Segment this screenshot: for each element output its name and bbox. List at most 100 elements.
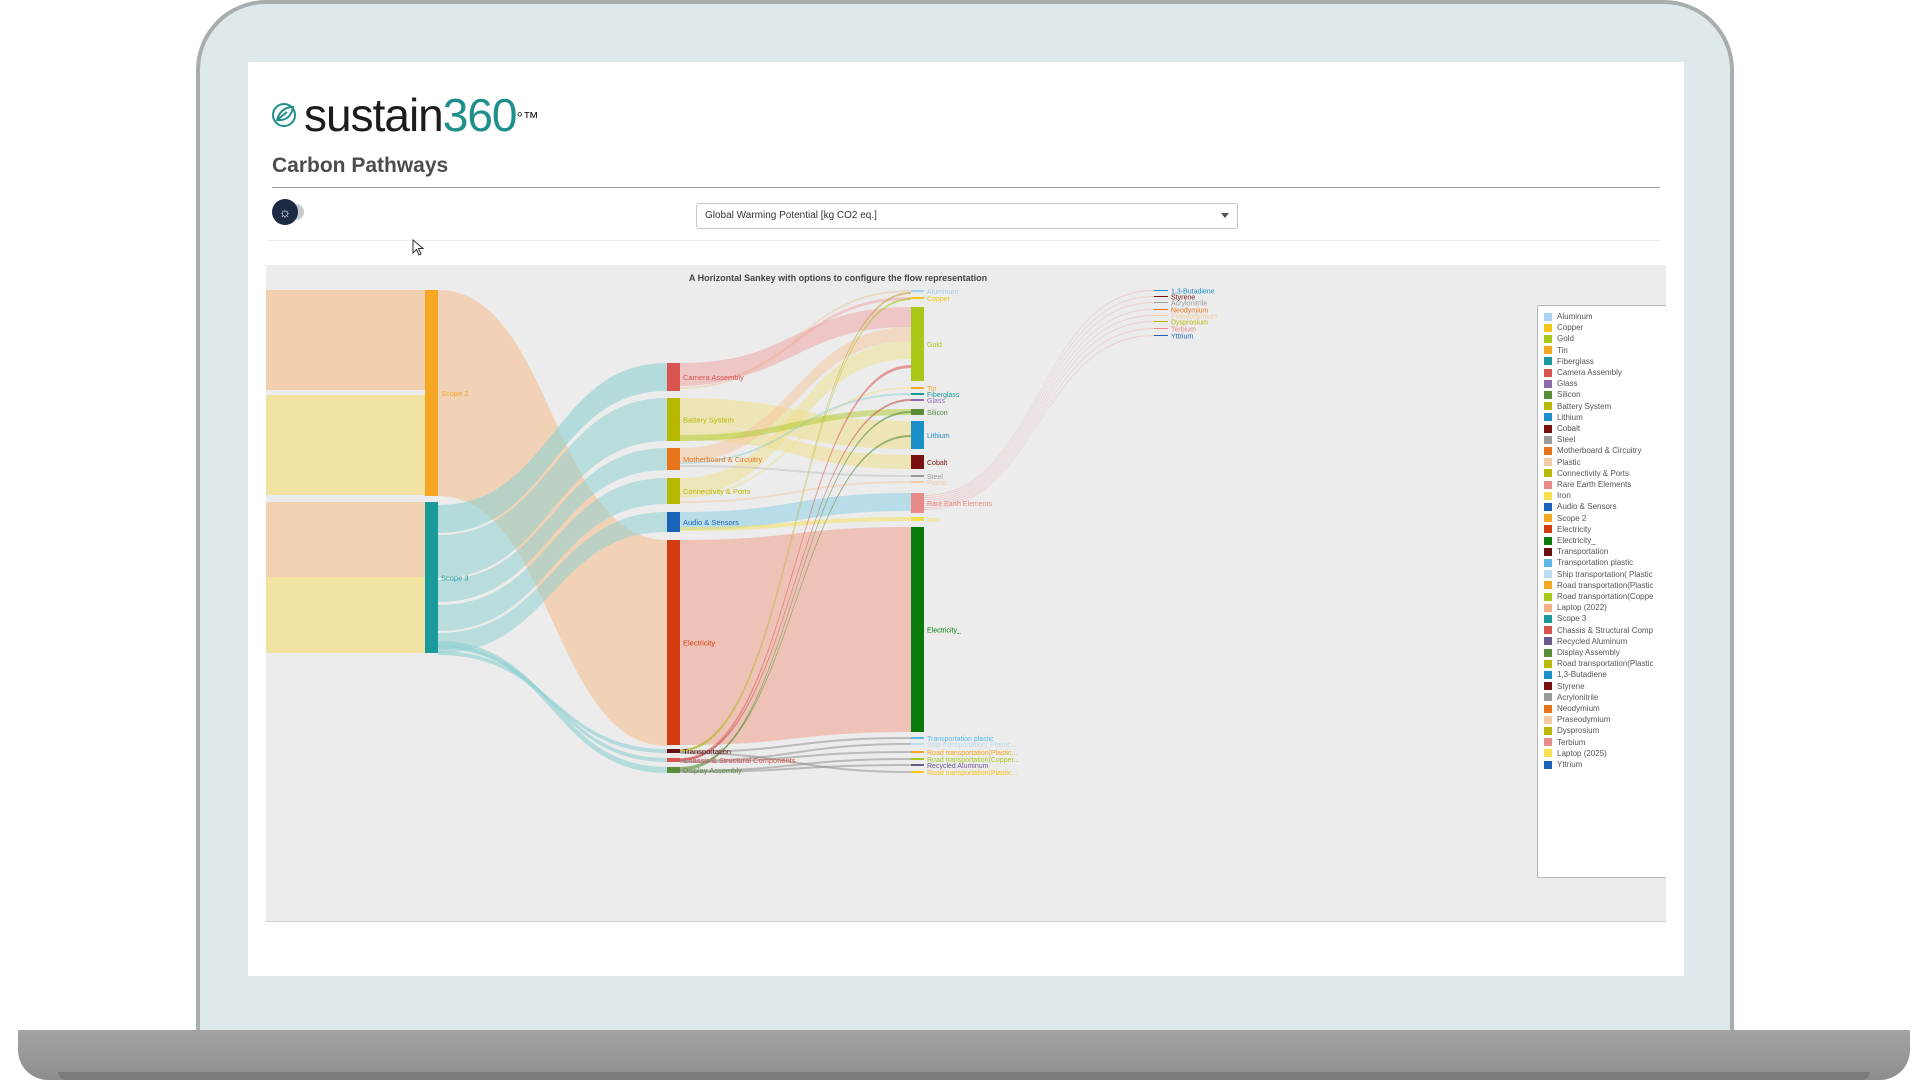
sankey-node-copper[interactable] <box>911 297 924 299</box>
legend-item[interactable]: Recycled Aluminum <box>1544 635 1627 648</box>
legend-item[interactable]: Steel <box>1544 433 1575 446</box>
sankey-link-rare_earth-praseodymium[interactable] <box>924 315 1154 504</box>
sankey-node-road_plastic2[interactable] <box>911 771 924 773</box>
sankey-node-acrylonitrile[interactable] <box>1154 302 1168 303</box>
legend-item[interactable]: Road transportation(Coppe <box>1544 590 1654 603</box>
sankey-link-camera-aluminum[interactable] <box>680 290 911 389</box>
sankey-link-rare_earth-dysprosium[interactable] <box>924 321 1154 506</box>
legend-item[interactable]: Electricity <box>1544 523 1591 536</box>
sankey-node-butadiene[interactable] <box>1154 290 1168 291</box>
sankey-node-tin[interactable] <box>911 387 924 389</box>
sankey-link-laptop_2022-scope2[interactable] <box>266 290 425 390</box>
sankey-link-chassis-glass[interactable] <box>680 399 911 761</box>
sankey-link-rare_earth-terbium[interactable] <box>924 328 1154 508</box>
sankey-link-transportation-copper[interactable] <box>680 298 911 752</box>
sankey-link-chassis-ship_transportation[interactable] <box>680 743 911 762</box>
sankey-link-transportation-transportation_plastic[interactable] <box>680 737 911 753</box>
sankey-node-road_copper[interactable] <box>911 758 924 760</box>
legend-item[interactable]: Copper <box>1544 321 1583 334</box>
metric-dropdown[interactable]: Global Warming Potential [kg CO2 eq.] <box>696 203 1238 229</box>
sankey-link-scope3-chassis[interactable] <box>438 645 667 762</box>
sankey-link-scope3-battery[interactable] <box>438 398 667 578</box>
legend-item[interactable]: Terbium <box>1544 736 1585 749</box>
legend-item[interactable]: Yttrium <box>1544 758 1582 771</box>
legend-item[interactable]: Audio & Sensors <box>1544 500 1617 513</box>
sankey-link-display-silicon[interactable] <box>680 411 911 771</box>
legend-item[interactable]: Battery System <box>1544 400 1611 413</box>
legend-item[interactable]: Aluminum <box>1544 310 1593 323</box>
sankey-node-glass[interactable] <box>911 399 924 401</box>
sankey-link-scope3-camera[interactable] <box>438 363 667 533</box>
sankey-link-chassis-gold[interactable] <box>680 365 911 761</box>
sankey-link-transportation-road_plastic2[interactable] <box>680 752 911 773</box>
sankey-link-transportation-aluminum[interactable] <box>680 292 911 751</box>
sankey-node-steel[interactable] <box>911 475 924 477</box>
sankey-link-camera-gold[interactable] <box>680 307 911 383</box>
sankey-node-recycled_aluminum[interactable] <box>911 764 924 766</box>
sankey-link-motherboard-gold[interactable] <box>680 327 911 462</box>
sankey-node-camera[interactable] <box>667 363 680 391</box>
sankey-node-praseodymium[interactable] <box>1154 315 1168 316</box>
sankey-node-scope3[interactable] <box>425 502 438 653</box>
sankey-node-gold[interactable] <box>911 307 924 381</box>
sankey-node-silicon[interactable] <box>911 409 924 415</box>
sankey-link-battery-silicon[interactable] <box>680 409 911 441</box>
legend-item[interactable]: Acrylonitrile <box>1544 691 1598 704</box>
sankey-node-motherboard[interactable] <box>667 448 680 470</box>
sankey-link-laptop_2022-scope2[interactable] <box>266 395 425 496</box>
sankey-link-motherboard-fiberglass[interactable] <box>680 393 911 464</box>
legend-item[interactable]: Tin <box>1544 344 1568 357</box>
sankey-node-plastic[interactable] <box>911 481 924 483</box>
legend-item[interactable]: Scope 3 <box>1544 612 1586 625</box>
sankey-link-connectivity-tin[interactable] <box>680 387 911 498</box>
sankey-node-chassis[interactable] <box>667 758 680 762</box>
legend-item[interactable]: Styrene <box>1544 680 1585 693</box>
sankey-node-aluminum[interactable] <box>911 290 924 292</box>
sankey-link-audio-rare_earth[interactable] <box>680 493 911 530</box>
sankey-node-iron[interactable] <box>911 517 924 521</box>
legend-item[interactable]: Transportation plastic <box>1544 556 1633 569</box>
sankey-node-rare_earth[interactable] <box>911 493 924 513</box>
sankey-link-motherboard-steel[interactable] <box>680 465 911 477</box>
sankey-node-styrene[interactable] <box>1154 296 1168 297</box>
sankey-node-electricity_[interactable] <box>911 527 924 732</box>
sankey-node-yttrium[interactable] <box>1154 335 1168 336</box>
sankey-node-neodymium[interactable] <box>1154 309 1168 310</box>
sankey-link-chassis-road_plastic[interactable] <box>680 751 911 763</box>
sankey-node-audio[interactable] <box>667 512 680 532</box>
sankey-link-rare_earth-styrene[interactable] <box>924 296 1154 498</box>
sankey-node-electricity[interactable] <box>667 540 680 745</box>
sankey-node-transportation_plastic[interactable] <box>911 737 924 739</box>
sankey-link-electricity-electricity_[interactable] <box>680 527 911 745</box>
sankey-node-lithium[interactable] <box>911 421 924 449</box>
sankey-node-battery[interactable] <box>667 398 680 441</box>
legend-item[interactable]: Lithium <box>1544 411 1583 424</box>
legend-item[interactable]: Cobalt <box>1544 422 1580 435</box>
sankey-link-laptop_2022-scope3[interactable] <box>266 502 425 577</box>
legend-item[interactable]: Praseodymium <box>1544 713 1610 726</box>
sankey-link-scope3-display[interactable] <box>438 641 667 773</box>
sankey-node-ship_transportation[interactable] <box>911 743 924 745</box>
legend-item[interactable]: Transportation <box>1544 545 1608 558</box>
theme-toggle[interactable]: ☼ <box>272 199 306 225</box>
sankey-link-rare_earth-acrylonitrile[interactable] <box>924 302 1154 500</box>
legend-item[interactable]: Motherboard & Circuitry <box>1544 444 1641 457</box>
sankey-node-transportation[interactable] <box>667 749 680 753</box>
legend-item[interactable]: Ship transportation( Plastic <box>1544 568 1653 581</box>
legend-item[interactable]: Electricity_ <box>1544 534 1596 547</box>
legend-item[interactable]: Gold <box>1544 332 1574 345</box>
legend-item[interactable]: Glass <box>1544 377 1577 390</box>
legend-item[interactable]: Connectivity & Ports <box>1544 467 1629 480</box>
legend-item[interactable]: Silicon <box>1544 388 1581 401</box>
sankey-node-connectivity[interactable] <box>667 478 680 504</box>
sankey-link-camera-copper[interactable] <box>680 297 911 386</box>
sankey-link-display-lithium[interactable] <box>680 435 911 769</box>
legend-item[interactable]: Scope 2 <box>1544 512 1586 525</box>
legend-item[interactable]: Fiberglass <box>1544 355 1594 368</box>
sankey-link-display-road_copper[interactable] <box>680 758 911 772</box>
sankey-link-laptop_2022-scope3[interactable] <box>266 577 425 653</box>
legend-item[interactable]: Plastic <box>1544 456 1581 469</box>
legend-item[interactable]: Chassis & Structural Comp <box>1544 624 1653 637</box>
sankey-node-cobalt[interactable] <box>911 455 924 469</box>
legend-item[interactable]: Laptop (2022) <box>1544 601 1607 614</box>
